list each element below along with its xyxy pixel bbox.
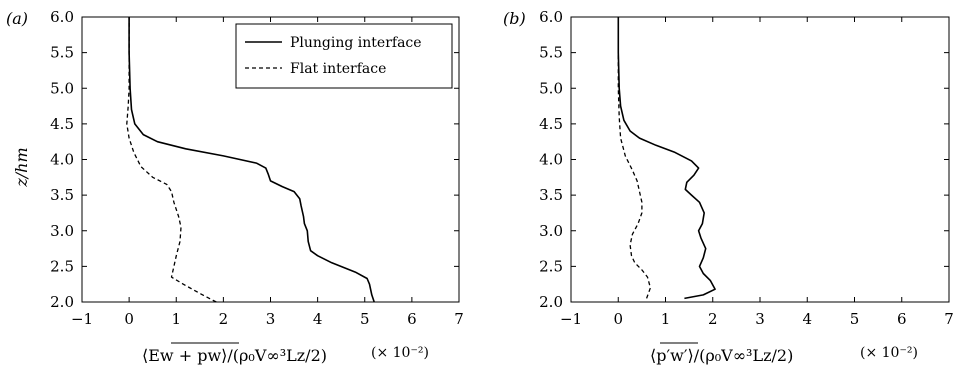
legend-box bbox=[235, 23, 453, 89]
panel-a-xlabel: ⟨Ew + pw⟩/(ρ₀V∞³Lz/2) bbox=[142, 346, 327, 365]
panel-b-series-flat bbox=[617, 17, 652, 299]
panel-a-y-tick-label: 5.0 bbox=[50, 79, 74, 97]
panel-b-x-tick-label: 7 bbox=[944, 310, 954, 328]
panel-a-x-tick-label: 2 bbox=[219, 310, 229, 328]
panel-b-x-tick-label: 3 bbox=[755, 310, 765, 328]
panel-a-y-tick-label: 3.0 bbox=[50, 222, 74, 240]
panel-a-x-tick-label: 4 bbox=[313, 310, 323, 328]
panel-b-xlabel: ⟨p′w′⟩/(ρ₀V∞³Lz/2) bbox=[650, 346, 793, 365]
panel-b: (b) 2.0 2.5 3.0 3.5 4.0 4.5 5.0 5.5 6.0 −1 0 1 2 3 4 5… bbox=[503, 8, 954, 365]
panel-a-x-tick-label: −1 bbox=[71, 310, 93, 328]
panel-a-series bbox=[126, 17, 375, 303]
panel-b-y-tick-label: 6.0 bbox=[539, 8, 563, 26]
panel-a-x-tick-label: 7 bbox=[454, 310, 464, 328]
panel-b-y-tick-label: 5.5 bbox=[539, 44, 563, 62]
panel-a-x-tick-label: 1 bbox=[171, 310, 181, 328]
panel-a-y-tick-label: 2.5 bbox=[50, 257, 74, 275]
panel-b-x-tick-label: 5 bbox=[850, 310, 860, 328]
panel-b-y-tick-label: 2.5 bbox=[539, 257, 563, 275]
panel-a-label: (a) bbox=[6, 9, 28, 28]
panel-b-y-tick-label: 3.5 bbox=[539, 186, 563, 204]
panel-b-x-tick-label: 2 bbox=[708, 310, 718, 328]
panel-b-y-tick-label: 4.0 bbox=[539, 151, 563, 169]
panel-a-ylabel: z/hm bbox=[12, 147, 31, 187]
panel-b-x-tick-label: 1 bbox=[661, 310, 671, 328]
panel-b-x-tick-label: 4 bbox=[802, 310, 812, 328]
panel-a-y-tick-label: 6.0 bbox=[50, 8, 74, 26]
panel-b-series bbox=[617, 17, 716, 300]
panel-b-x-ticks: −1 0 1 2 3 4 5 6 7 bbox=[560, 17, 954, 328]
panel-b-x-scale-label: (× 10⁻²) bbox=[860, 345, 918, 361]
panel-a-x-tick-label: 3 bbox=[266, 310, 276, 328]
panel-b-label: (b) bbox=[503, 9, 526, 28]
panel-b-y-tick-label: 5.0 bbox=[539, 79, 563, 97]
panel-b-x-tick-label: 6 bbox=[897, 310, 907, 328]
panel-a-x-tick-label: 6 bbox=[407, 310, 417, 328]
legend-label-plunging: Plunging interface bbox=[290, 35, 422, 51]
panel-a-series-flat bbox=[126, 17, 217, 303]
panel-b-y-tick-label: 2.0 bbox=[539, 293, 563, 311]
panel-a-y-tick-label: 4.5 bbox=[50, 115, 74, 133]
panel-a-x-scale-label: (× 10⁻²) bbox=[371, 345, 429, 361]
panel-a-x-tick-label: 0 bbox=[124, 310, 134, 328]
panel-a-x-ticks: −1 0 1 2 3 4 5 6 7 bbox=[71, 17, 464, 328]
panel-a: (a) 2.0 2.5 3.0 3.5 4.0 4.5 5.0 5.5 6.0 −1 0 1 2 3 4 5… bbox=[6, 8, 464, 365]
panel-a-series-plunging bbox=[128, 17, 375, 303]
panel-b-y-tick-label: 4.5 bbox=[539, 115, 563, 133]
panel-a-y-tick-label: 3.5 bbox=[50, 186, 74, 204]
panel-a-y-ticks: 2.0 2.5 3.0 3.5 4.0 4.5 5.0 5.5 6.0 bbox=[50, 8, 459, 311]
panel-b-x-tick-label: −1 bbox=[560, 310, 582, 328]
panel-a-y-tick-label: 2.0 bbox=[50, 293, 74, 311]
panel-b-x-tick-label: 0 bbox=[613, 310, 623, 328]
panel-b-y-ticks: 2.0 2.5 3.0 3.5 4.0 4.5 5.0 5.5 6.0 bbox=[539, 8, 949, 311]
panel-b-y-tick-label: 3.0 bbox=[539, 222, 563, 240]
panel-a-y-tick-label: 5.5 bbox=[50, 44, 74, 62]
legend-label-flat: Flat interface bbox=[290, 61, 386, 77]
panel-a-y-tick-label: 4.0 bbox=[50, 151, 74, 169]
legend: Plunging interface Flat interface bbox=[235, 23, 453, 89]
panel-a-x-tick-label: 5 bbox=[360, 310, 370, 328]
panel-b-series-plunging bbox=[617, 17, 716, 300]
